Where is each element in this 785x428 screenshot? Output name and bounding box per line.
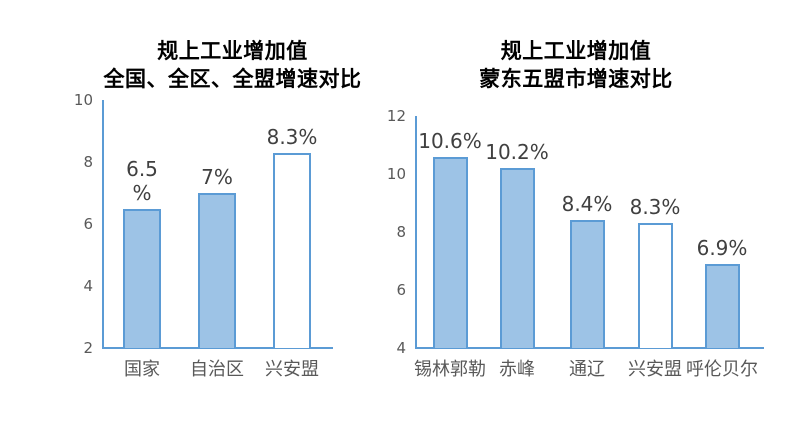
y-tick-label: 2: [83, 339, 93, 357]
right-chart-title: 规上工业增加值 蒙东五盟市增速对比: [400, 38, 752, 94]
category-label: 国家: [124, 359, 160, 379]
category-label: 兴安盟: [265, 359, 319, 379]
right-chart-title-line2: 蒙东五盟市增速对比: [479, 68, 673, 91]
y-axis-line: [102, 100, 104, 348]
bar: [273, 152, 311, 348]
bar-value-label: 6.5 %: [126, 156, 158, 205]
category-label: 通辽: [569, 359, 605, 379]
category-label: 锡林郭勒: [414, 359, 486, 379]
category-label: 自治区: [190, 359, 244, 379]
bar-value-label: 7%: [201, 165, 233, 189]
y-tick-label: 8: [83, 153, 93, 171]
y-tick-label: 8: [396, 223, 406, 241]
x-axis-line: [415, 347, 764, 349]
category-label: 呼伦贝尔: [686, 359, 758, 379]
left-chart-title-line2: 全国、全区、全盟增速对比: [103, 68, 362, 91]
bar-value-label: 8.3%: [629, 195, 681, 220]
y-tick-label: 6: [396, 281, 406, 299]
category-label: 赤峰: [499, 359, 535, 379]
y-tick-label: 10: [73, 91, 93, 109]
left-chart-title-line1: 规上工业增加值: [157, 40, 308, 63]
y-tick-label: 12: [386, 107, 406, 125]
bar-value-label: 10.2%: [485, 140, 549, 165]
bar: [198, 193, 236, 348]
bar: [432, 156, 468, 348]
category-label: 兴安盟: [628, 359, 682, 379]
bar-value-label: 8.4%: [561, 192, 613, 217]
y-axis-line: [415, 116, 417, 348]
y-tick-label: 4: [396, 339, 406, 357]
bar-value-label: 8.3%: [266, 124, 318, 149]
bar: [123, 208, 161, 348]
bar-value-label: 10.6%: [418, 128, 482, 153]
y-tick-label: 4: [83, 277, 93, 295]
left-chart-title: 规上工业增加值 全国、全区、全盟增速对比: [60, 38, 405, 94]
bar: [704, 263, 740, 348]
right-chart-title-line1: 规上工业增加值: [500, 40, 652, 63]
bar: [637, 223, 673, 348]
x-axis-line: [102, 347, 333, 349]
y-tick-label: 10: [386, 165, 406, 183]
bar: [569, 220, 605, 348]
bar: [499, 168, 535, 348]
y-tick-label: 6: [83, 215, 93, 233]
bar-value-label: 6.9%: [696, 235, 748, 260]
